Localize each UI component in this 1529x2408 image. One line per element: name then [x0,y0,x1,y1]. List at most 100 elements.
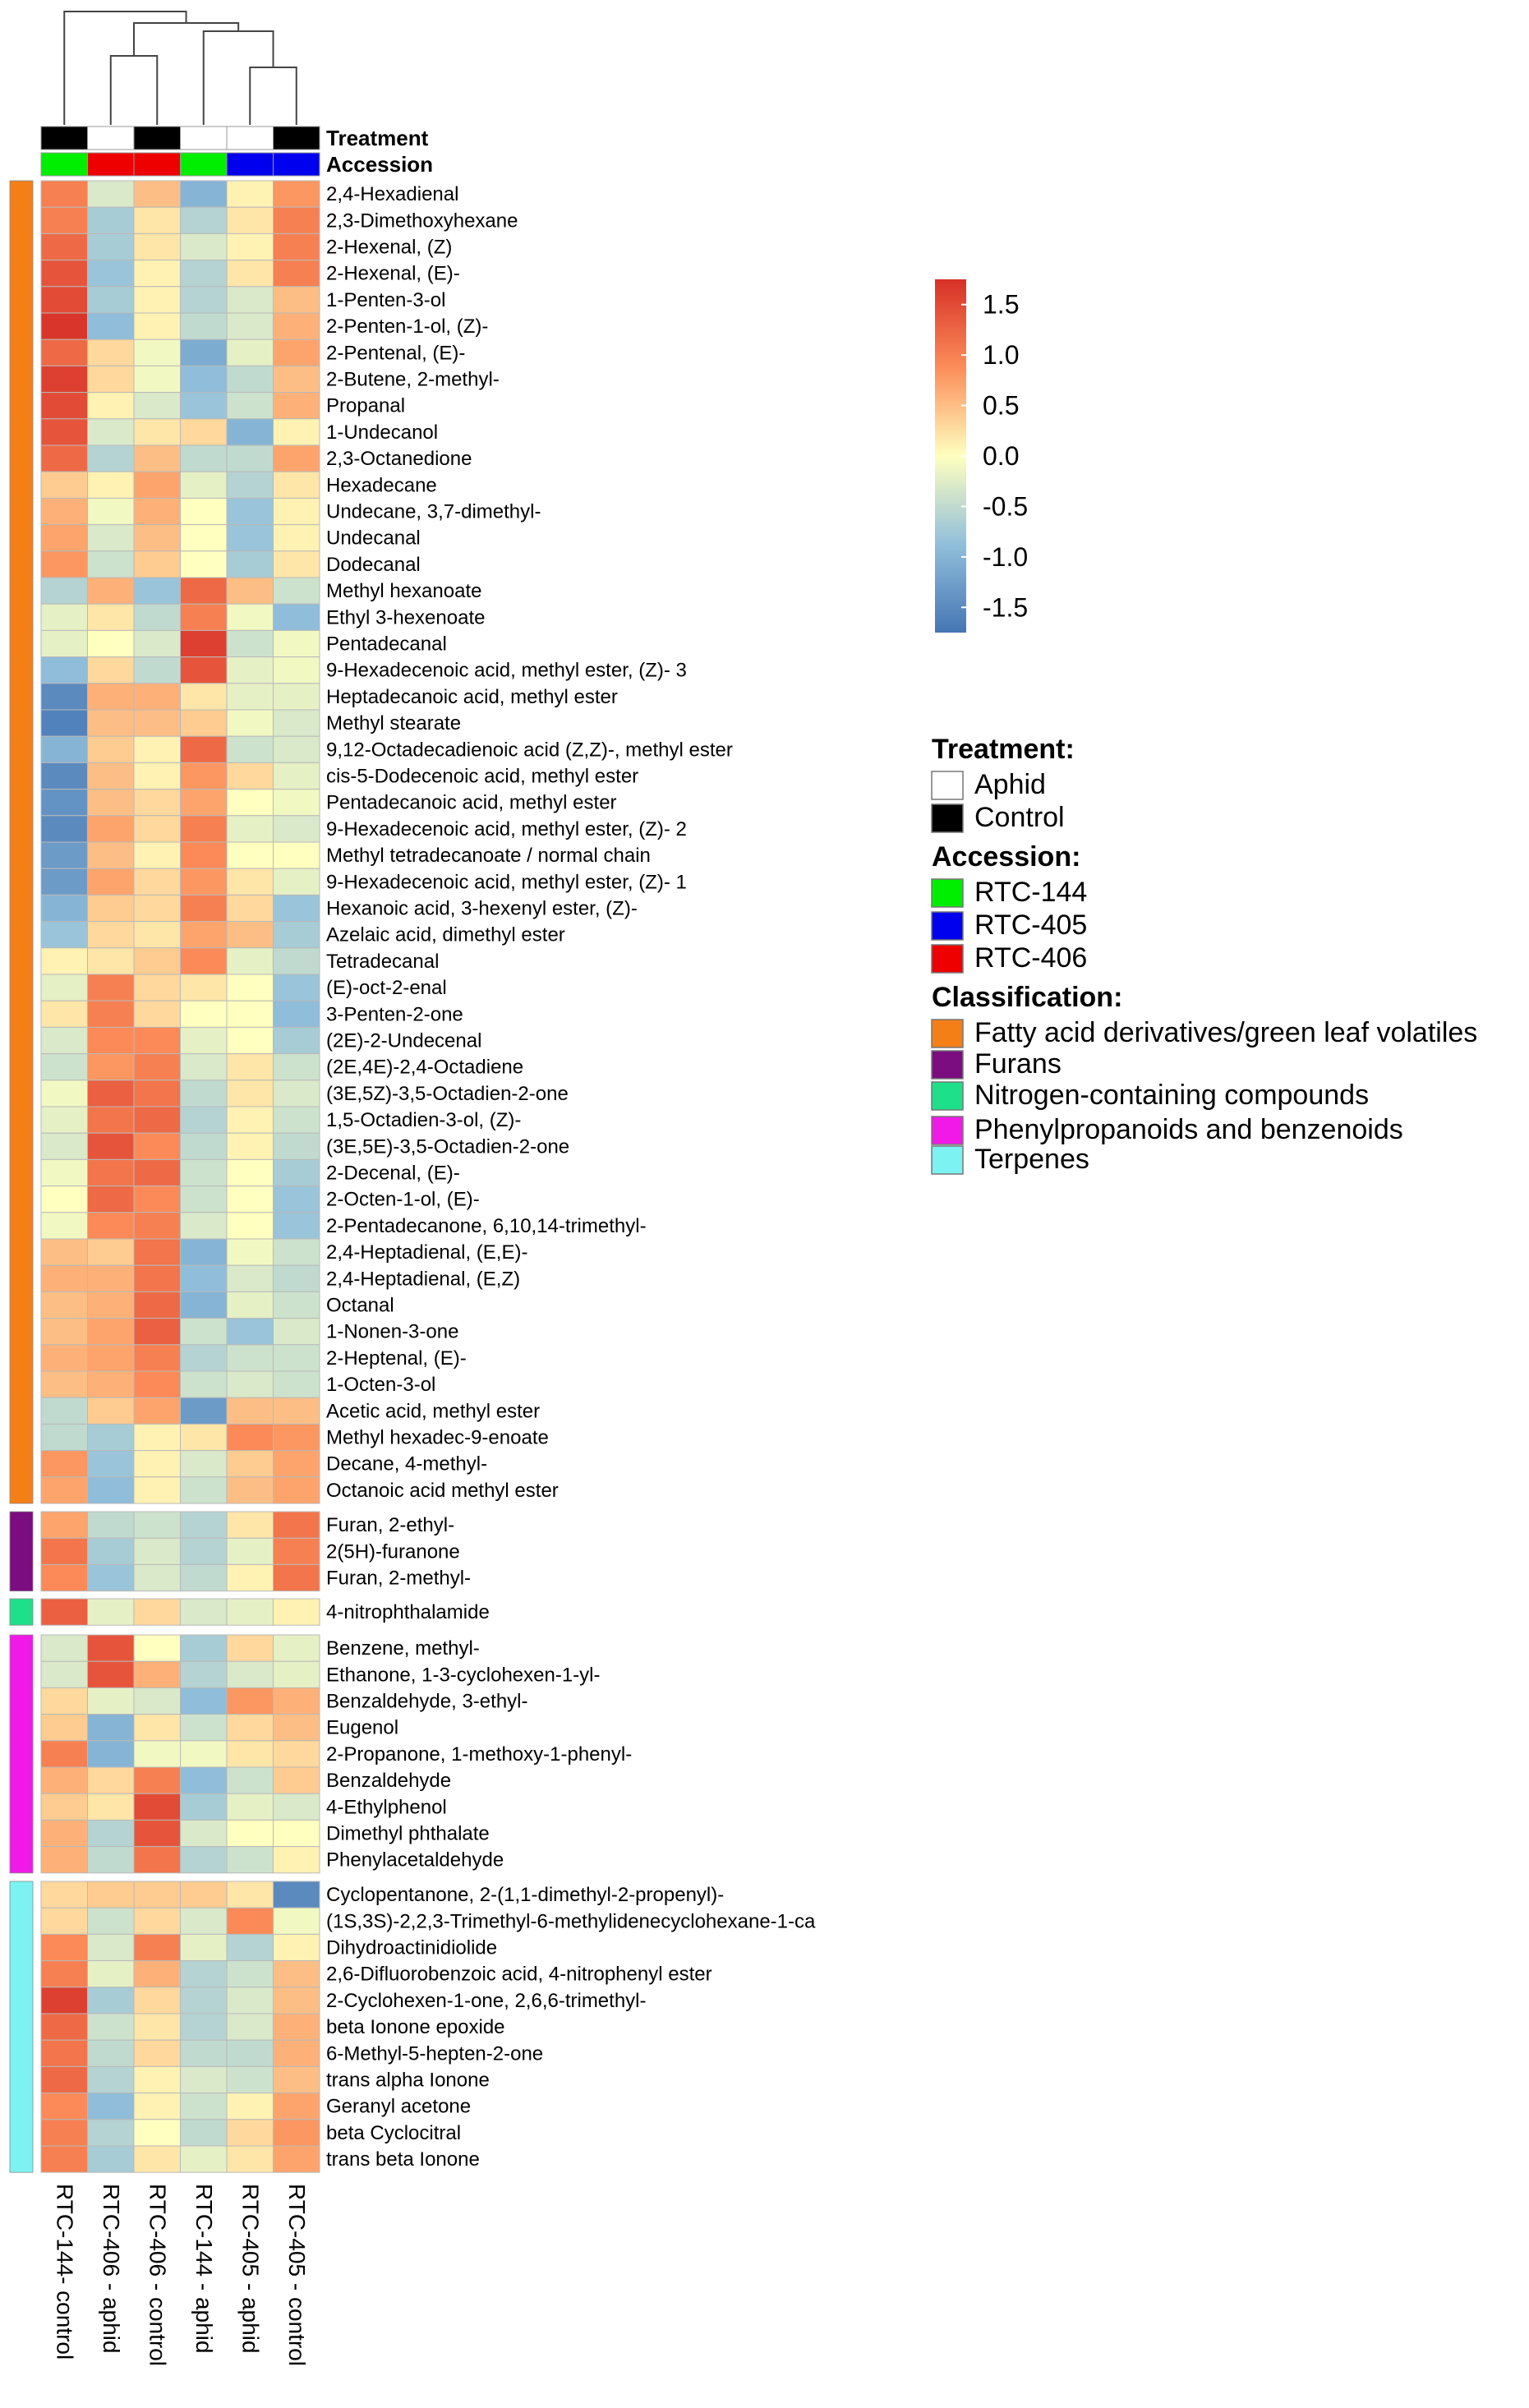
heatmap-cell [133,2119,181,2147]
heatmap-cell [226,1186,274,1213]
heatmap-cell [87,444,135,472]
row-label: 2-Octen-1-ol, (E)- [326,1189,480,1211]
heatmap-cell [226,260,274,288]
row-label: 9,12-Octadecadienoic acid (Z,Z)-, methyl… [326,739,733,761]
treatment-cell [133,126,181,150]
heatmap-cell [226,947,274,975]
heatmap-cell [180,789,228,817]
heatmap-cell [180,1000,228,1028]
heatmap-cell [180,1511,228,1539]
heatmap-cell [180,1960,228,1988]
heatmap-cell [273,444,320,472]
row-label: Decane, 4-methyl- [326,1453,487,1476]
heatmap-cell [87,921,135,949]
heatmap-cell [40,286,88,314]
heatmap-cell [87,1687,135,1715]
heatmap-cell [273,312,320,340]
heatmap-cell [40,550,88,578]
heatmap-cell [273,1598,320,1626]
heatmap-cell [87,2065,135,2094]
heatmap-cell [87,1397,135,1425]
row-label: beta Ionone epoxide [326,2016,505,2038]
heatmap-cell [40,1397,88,1425]
heatmap-cell [133,1212,181,1240]
heatmap-cell [133,365,181,394]
heatmap-cell [273,1634,320,1662]
row-label: 4-Ethylphenol [326,1796,447,1818]
legend-label: RTC-144 [974,877,1087,908]
row-label: 4-nitrophthalamide [326,1601,490,1623]
heatmap-cell [40,471,88,499]
heatmap-cell [40,2013,88,2041]
row-label: Hexadecane [326,474,437,496]
heatmap-cell [226,868,274,896]
heatmap-cell [133,1000,181,1028]
heatmap-cell [180,762,228,790]
heatmap-cell [180,1881,228,1908]
heatmap-cell [180,471,228,499]
heatmap-cell [226,338,274,366]
heatmap-cell [273,418,320,446]
row-label: Furan, 2-methyl- [326,1568,471,1590]
heatmap-cell [133,2145,181,2173]
heatmap-cell [180,497,228,526]
heatmap-cell [87,1423,135,1452]
heatmap-cell [273,1080,320,1107]
treatment-cell [180,126,228,150]
row-label: Acetic acid, methyl ester [326,1400,540,1422]
heatmap-cell [180,1026,228,1055]
heatmap-cell [87,1026,135,1055]
heatmap-cell [40,1714,88,1742]
heatmap-cell [40,1450,88,1478]
heatmap-cell [133,868,181,896]
row-label: 2-Butene, 2-methyl- [326,369,500,391]
heatmap-cell [87,868,135,896]
heatmap-cell [87,683,135,711]
heatmap-cell [40,1846,88,1874]
heatmap-cell [180,524,228,552]
heatmap-cell [40,1881,88,1908]
heatmap-cell [180,312,228,340]
row-label: Methyl tetradecanoate / normal chain [326,845,651,867]
heatmap-cell [180,1318,228,1346]
row-label: 1-Undecanol [326,421,438,444]
row-label: (3E,5Z)-3,5-Octadien-2-one [326,1083,569,1105]
heatmap-cell [273,286,320,314]
heatmap-cell [273,1881,320,1908]
classification-bar [9,180,34,2173]
heatmap-cell [133,2065,181,2094]
row-label: trans alpha Ionone [326,2070,490,2092]
heatmap-cell [226,1264,274,1292]
heatmap-cell [87,550,135,578]
accession-cell [273,152,320,177]
heatmap-cell [273,868,320,896]
heatmap-cell [273,709,320,737]
heatmap-cell [180,260,228,288]
heatmap-cell [40,1511,88,1539]
heatmap-cell [87,1987,135,2014]
color-scale-tick-label: 0.5 [983,391,1019,421]
heatmap-cell [226,1687,274,1715]
heatmap-cell [40,338,88,366]
heatmap-cell [87,233,135,261]
heatmap-cell [180,1476,228,1504]
heatmap-cell [87,1186,135,1213]
heatmap-cell [180,1080,228,1107]
heatmap-cell [180,392,228,420]
heatmap-cell [40,1318,88,1346]
color-scale-bar [935,279,966,633]
heatmap-cell [180,735,228,763]
heatmap-cell [133,894,181,923]
heatmap-cell [40,1960,88,1988]
heatmap-cell [226,577,274,605]
heatmap-cell [180,180,228,208]
heatmap-cell [180,629,228,658]
heatmap-cell [133,1563,181,1592]
heatmap-cell [40,1158,88,1187]
heatmap-cell [133,1687,181,1715]
heatmap-cell [40,497,88,526]
heatmap-cell [273,815,320,843]
heatmap-cell [87,894,135,923]
legend-label: Aphid [974,769,1046,800]
heatmap-cell [226,603,274,631]
